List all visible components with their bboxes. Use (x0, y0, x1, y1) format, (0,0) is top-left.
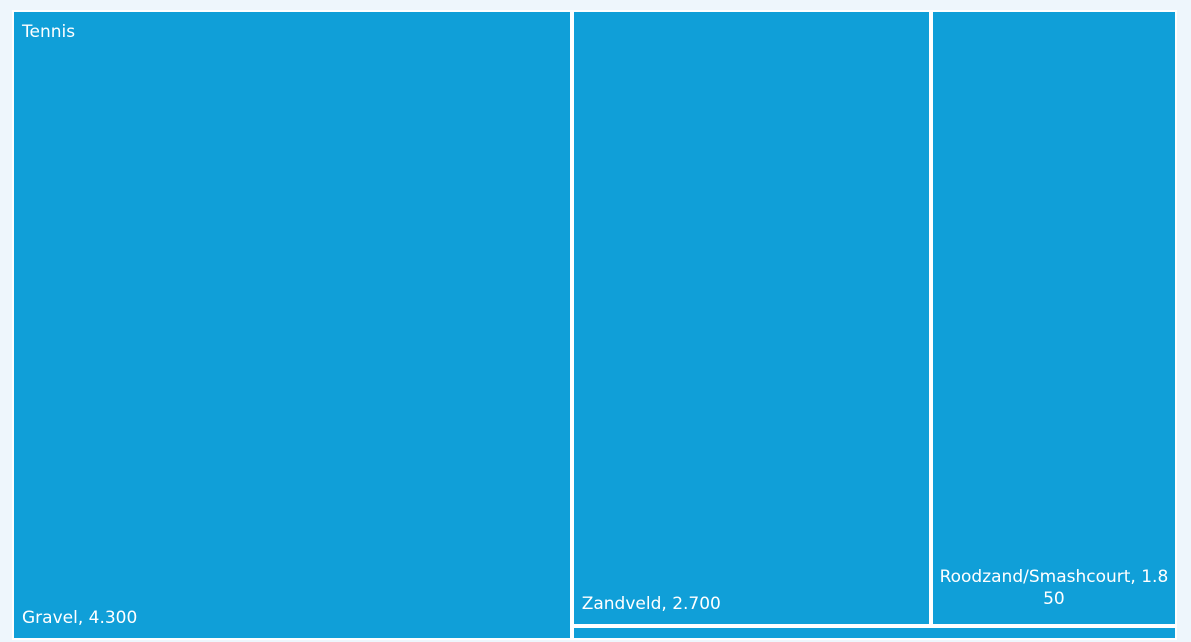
treemap-cell: Zandveld, 2.700 (571, 10, 931, 627)
treemap: Gravel, 4.300 Zandveld, 2.700 Roodzand/Sma… (12, 10, 1177, 640)
cell-label: Gravel, 4.300 (22, 608, 138, 628)
treemap-cell (571, 626, 1177, 640)
cell-label: Roodzand/Smashcourt, 1.850 (939, 567, 1169, 610)
cell-label: Zandveld, 2.700 (581, 594, 721, 615)
treemap-cell: Gravel, 4.300 (12, 10, 572, 640)
group-label: Tennis (22, 22, 76, 42)
treemap-cell: Roodzand/Smashcourt, 1.850 (930, 10, 1177, 627)
